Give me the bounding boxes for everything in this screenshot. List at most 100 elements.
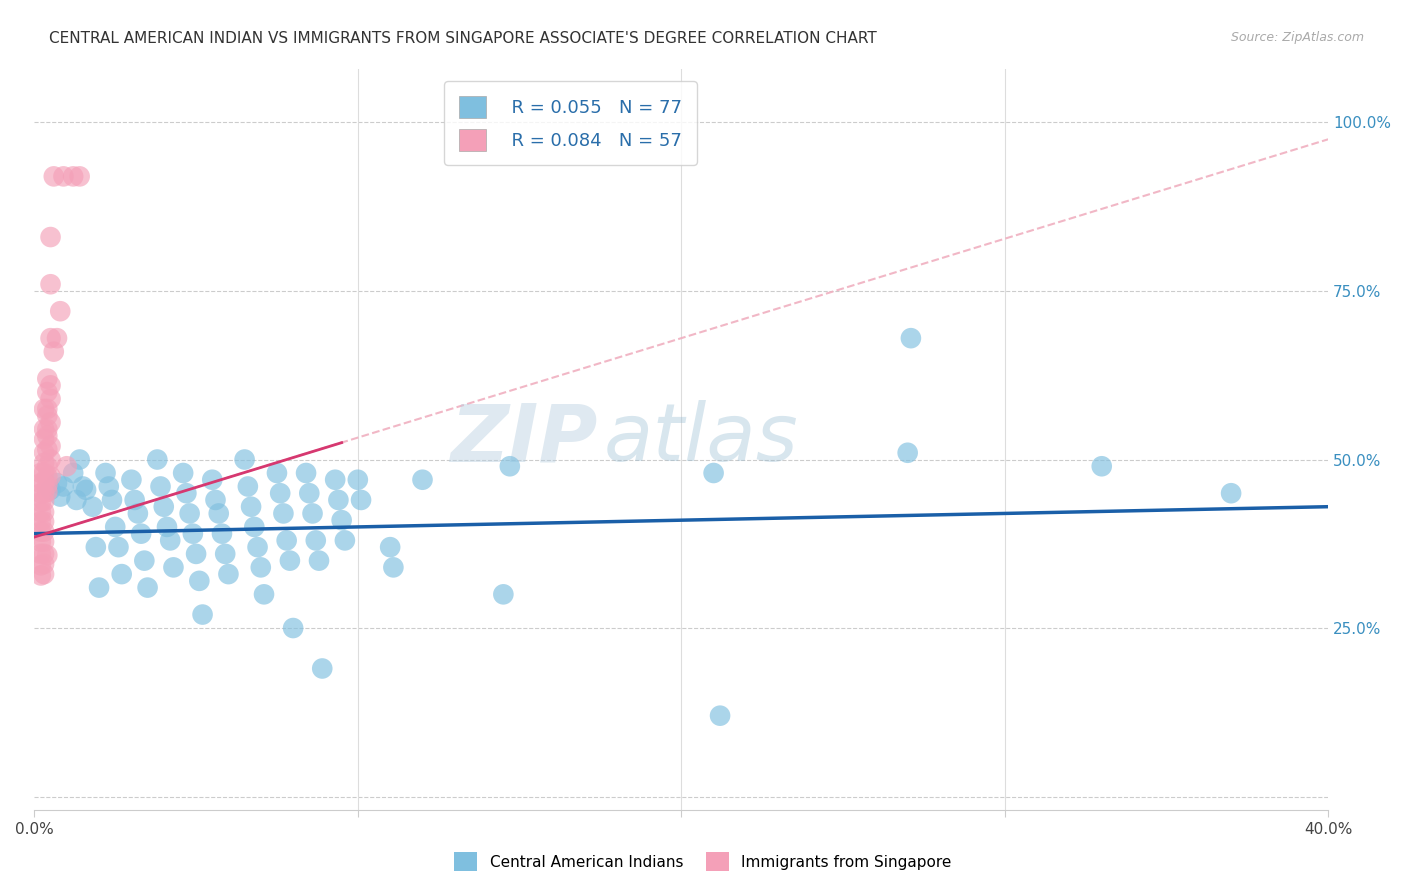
Point bbox=[204, 492, 226, 507]
Point bbox=[311, 661, 333, 675]
Legend: Central American Indians, Immigrants from Singapore: Central American Indians, Immigrants fro… bbox=[449, 847, 957, 877]
Text: atlas: atlas bbox=[603, 401, 799, 478]
Point bbox=[32, 476, 55, 491]
Point bbox=[240, 500, 263, 514]
Point bbox=[273, 507, 295, 521]
Point bbox=[146, 452, 169, 467]
Point bbox=[184, 547, 207, 561]
Point bbox=[149, 479, 172, 493]
Point bbox=[30, 515, 52, 529]
Point bbox=[87, 581, 110, 595]
Point bbox=[39, 392, 62, 406]
Text: CENTRAL AMERICAN INDIAN VS IMMIGRANTS FROM SINGAPORE ASSOCIATE'S DEGREE CORRELAT: CENTRAL AMERICAN INDIAN VS IMMIGRANTS FR… bbox=[49, 31, 877, 46]
Point bbox=[382, 560, 405, 574]
Point bbox=[32, 547, 55, 561]
Point bbox=[69, 452, 91, 467]
Point bbox=[39, 378, 62, 392]
Point bbox=[412, 473, 434, 487]
Point bbox=[236, 479, 259, 493]
Point bbox=[305, 533, 328, 548]
Point bbox=[156, 520, 179, 534]
Point bbox=[32, 505, 55, 519]
Point bbox=[301, 507, 323, 521]
Point bbox=[330, 513, 353, 527]
Point bbox=[32, 557, 55, 571]
Point bbox=[266, 466, 288, 480]
Point bbox=[32, 524, 55, 539]
Point bbox=[246, 540, 269, 554]
Point bbox=[37, 459, 59, 474]
Point bbox=[32, 494, 55, 508]
Point bbox=[32, 486, 55, 500]
Point bbox=[37, 385, 59, 400]
Point bbox=[1220, 486, 1243, 500]
Point bbox=[52, 169, 75, 184]
Point bbox=[37, 484, 59, 499]
Point bbox=[136, 581, 159, 595]
Point bbox=[176, 486, 198, 500]
Point bbox=[39, 277, 62, 292]
Point bbox=[897, 446, 920, 460]
Point bbox=[84, 540, 107, 554]
Point bbox=[101, 492, 124, 507]
Point bbox=[32, 446, 55, 460]
Point bbox=[107, 540, 129, 554]
Point bbox=[249, 560, 271, 574]
Point bbox=[253, 587, 276, 601]
Point bbox=[30, 568, 52, 582]
Point bbox=[111, 567, 134, 582]
Point bbox=[323, 473, 346, 487]
Point bbox=[162, 560, 184, 574]
Point bbox=[152, 500, 174, 514]
Point bbox=[62, 169, 84, 184]
Point bbox=[37, 401, 59, 416]
Point bbox=[30, 505, 52, 519]
Point bbox=[37, 422, 59, 436]
Point bbox=[295, 466, 318, 480]
Point bbox=[179, 507, 201, 521]
Point bbox=[124, 492, 146, 507]
Point bbox=[900, 331, 922, 345]
Point bbox=[1091, 459, 1114, 474]
Point bbox=[32, 422, 55, 436]
Point bbox=[104, 520, 127, 534]
Point bbox=[217, 567, 239, 582]
Point bbox=[172, 466, 194, 480]
Point bbox=[75, 483, 97, 497]
Point bbox=[378, 540, 401, 554]
Point bbox=[243, 520, 266, 534]
Point bbox=[181, 526, 204, 541]
Point bbox=[82, 500, 104, 514]
Point bbox=[46, 331, 69, 345]
Point bbox=[201, 473, 224, 487]
Legend:   R = 0.055   N = 77,   R = 0.084   N = 57: R = 0.055 N = 77, R = 0.084 N = 57 bbox=[444, 81, 697, 165]
Point bbox=[32, 432, 55, 446]
Point bbox=[39, 452, 62, 467]
Text: Source: ZipAtlas.com: Source: ZipAtlas.com bbox=[1230, 31, 1364, 45]
Point bbox=[37, 442, 59, 457]
Point bbox=[39, 439, 62, 453]
Point bbox=[94, 466, 117, 480]
Point bbox=[39, 416, 62, 430]
Point bbox=[30, 476, 52, 491]
Point bbox=[37, 478, 59, 492]
Point bbox=[208, 507, 231, 521]
Point bbox=[191, 607, 214, 622]
Point bbox=[65, 492, 87, 507]
Point bbox=[37, 469, 59, 483]
Point bbox=[211, 526, 233, 541]
Point bbox=[333, 533, 356, 548]
Point bbox=[350, 492, 373, 507]
Point bbox=[281, 621, 304, 635]
Point bbox=[328, 492, 350, 507]
Point bbox=[32, 534, 55, 549]
Point bbox=[134, 554, 156, 568]
Point bbox=[72, 479, 94, 493]
Point bbox=[308, 554, 330, 568]
Point bbox=[188, 574, 211, 588]
Point bbox=[346, 473, 368, 487]
Point bbox=[69, 169, 91, 184]
Point bbox=[233, 452, 256, 467]
Point bbox=[37, 429, 59, 443]
Point bbox=[39, 230, 62, 244]
